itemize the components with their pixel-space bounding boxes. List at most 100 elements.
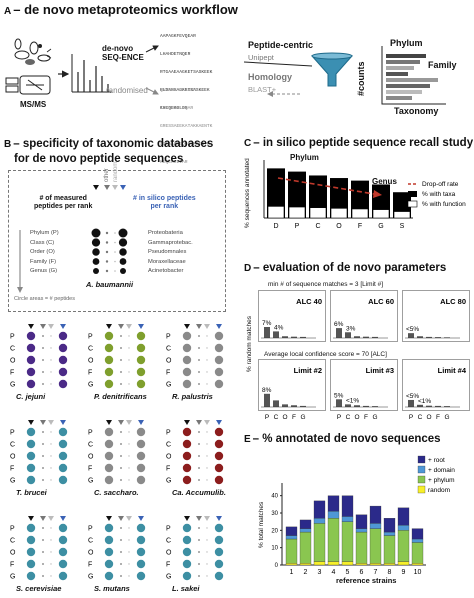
example-dot <box>92 248 100 256</box>
rank-letter: O <box>88 358 94 365</box>
measured-dot <box>26 427 36 437</box>
denovo-label: de-novo SEQ-ENCE <box>102 44 144 62</box>
box-frame <box>258 290 326 342</box>
unipept-label: Unipept <box>248 53 274 62</box>
other-dot <box>198 467 200 469</box>
in-silico-dot <box>58 367 68 377</box>
measured-dot <box>104 343 114 353</box>
sequences-bottom: QVAEFEAPAAGKR TECNHDHLIQAR GRESSAEEKATAK… <box>160 88 213 165</box>
random-dot <box>50 563 52 565</box>
measured-dot <box>104 571 114 581</box>
box-tick-label: P <box>409 414 413 421</box>
measured-dot <box>26 343 36 353</box>
taxa-bar <box>288 171 306 218</box>
rank-letter: F <box>10 562 14 569</box>
other-dot <box>120 443 122 445</box>
value-label: <1% <box>418 398 431 405</box>
random-bar <box>417 404 423 407</box>
in-silico-dot <box>58 547 68 557</box>
in-silico-dot <box>214 355 224 365</box>
random-bar <box>444 337 450 338</box>
function-bar <box>372 209 390 219</box>
box-tick-label: C <box>418 414 423 421</box>
taxa-bar <box>309 175 327 218</box>
in-silico-dot <box>58 451 68 461</box>
legend-swatch <box>417 475 426 484</box>
random-bar <box>408 333 414 338</box>
rank-letter: O <box>166 454 172 461</box>
other-label: other <box>104 168 110 182</box>
box-tick-label: C <box>346 414 351 421</box>
stacked-bar-segment <box>397 507 410 526</box>
random-dot <box>128 371 130 373</box>
other-dot <box>42 371 44 373</box>
in-silico-dot <box>214 571 224 581</box>
other-dot <box>42 563 44 565</box>
marker-triangle <box>126 516 132 521</box>
in-silico-dot <box>58 523 68 533</box>
box-tick-label: O <box>282 414 287 421</box>
msms-label: MS/MS <box>20 100 47 109</box>
function-bar <box>351 208 369 219</box>
rank-letter: C <box>10 442 15 449</box>
in-silico-dot <box>58 559 68 569</box>
legend-label: + root <box>428 457 445 464</box>
rank-letter: G <box>10 382 15 389</box>
random-bar <box>300 405 306 407</box>
rank-letter: P <box>10 430 15 437</box>
random-dot <box>206 551 208 553</box>
in-silico-label: # in silico peptides per rank <box>133 195 196 210</box>
measured-dot <box>26 331 36 341</box>
stacked-bar-segment <box>299 519 312 529</box>
box-title: Limit #3 <box>366 366 394 375</box>
tick-label: D <box>273 223 278 230</box>
marker-triangle <box>184 420 190 425</box>
other-dot <box>120 563 122 565</box>
rank-letter: C <box>166 346 171 353</box>
in-silico-dot <box>214 523 224 533</box>
drop-off-arrowhead <box>373 190 382 198</box>
taxonomy-label: Taxonomy <box>394 106 439 116</box>
in-silico-dot <box>136 523 146 533</box>
stacked-bar-segment <box>313 500 326 519</box>
random-bar <box>336 399 342 407</box>
stacked-bar-segment <box>383 518 396 533</box>
legend-label: Drop-off rate <box>422 181 459 188</box>
legend-swatch <box>417 465 426 474</box>
marker-triangle <box>118 324 124 329</box>
in-silico-dot <box>214 331 224 341</box>
random-dot <box>128 539 130 541</box>
other-dot <box>198 431 200 433</box>
in-silico-dot <box>136 331 146 341</box>
marker-triangle <box>28 324 34 329</box>
function-bar <box>330 208 348 219</box>
example-dot <box>105 231 109 235</box>
example-species-label: A. baumannii <box>86 280 134 289</box>
random-dot <box>206 359 208 361</box>
rank-letter: G <box>166 382 171 389</box>
stacked-bar-segment <box>383 563 396 566</box>
stacked-bar-segment <box>369 523 382 529</box>
stacked-bar-segment <box>369 505 382 524</box>
x-tick-label: 4 <box>332 569 336 576</box>
example-dot <box>105 260 109 263</box>
example-dot <box>114 270 116 272</box>
legend-swatch-function <box>407 200 418 208</box>
random-bar <box>444 406 450 407</box>
marker-triangle <box>126 420 132 425</box>
x-tick-label: 7 <box>374 569 378 576</box>
measured-label: # of measured peptides per rank <box>34 195 93 210</box>
random-dot <box>50 371 52 373</box>
rank-letter: O <box>10 454 16 461</box>
in-silico-dot <box>214 451 224 461</box>
measured-dot <box>182 571 192 581</box>
marker-triangle <box>60 516 66 521</box>
tick-label: G <box>378 223 383 230</box>
example-dot <box>91 238 101 247</box>
x-tick-label: 2 <box>304 569 308 576</box>
other-dot <box>42 431 44 433</box>
example-dot <box>92 258 100 265</box>
stacked-bar-segment <box>355 514 368 529</box>
